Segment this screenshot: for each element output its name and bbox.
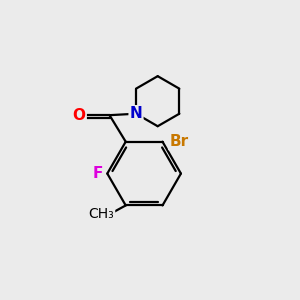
Text: CH₃: CH₃	[88, 207, 114, 221]
Text: Br: Br	[169, 134, 188, 149]
Text: F: F	[93, 166, 103, 181]
Text: N: N	[130, 106, 142, 121]
Text: O: O	[73, 108, 86, 123]
